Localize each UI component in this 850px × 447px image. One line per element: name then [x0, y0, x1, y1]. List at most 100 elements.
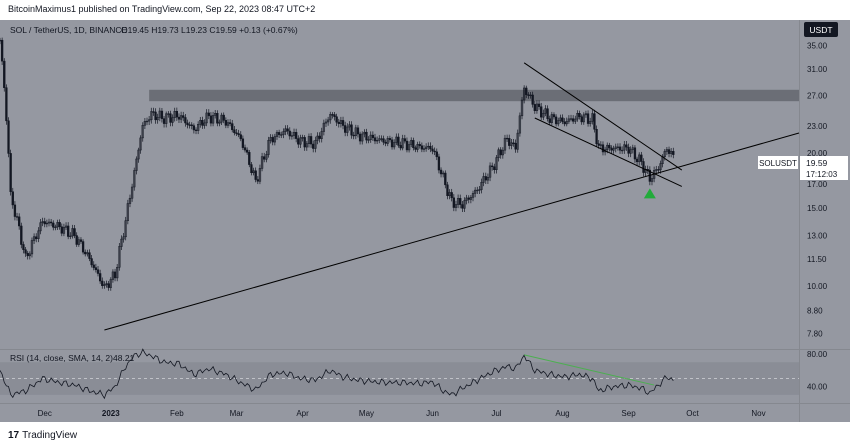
candle	[160, 108, 164, 123]
candle	[37, 227, 40, 243]
candle	[260, 152, 264, 172]
candle	[252, 167, 255, 176]
candle	[363, 129, 366, 138]
axes: 35.00 31.00 27.00 23.00 20.00 17.00 15.00 13.00…	[38, 42, 828, 418]
candle-body	[101, 280, 104, 286]
candle	[241, 135, 245, 150]
candle-body	[576, 113, 579, 120]
candle-body	[388, 138, 392, 141]
candle	[635, 156, 639, 166]
candle	[165, 111, 168, 128]
candle	[305, 141, 308, 151]
candle	[243, 144, 247, 153]
candle	[344, 121, 347, 137]
candle-body	[133, 170, 136, 188]
candle-body	[591, 113, 594, 122]
candle	[482, 172, 485, 187]
candle	[143, 118, 147, 130]
candle	[147, 116, 151, 125]
candle	[582, 112, 585, 125]
candle-body	[209, 115, 213, 124]
candle	[11, 187, 14, 209]
candle-body	[390, 139, 394, 148]
candle-body	[454, 204, 458, 208]
candle-body	[533, 104, 536, 111]
candle	[301, 134, 304, 142]
candle	[179, 111, 183, 124]
candle-body	[226, 122, 230, 126]
symbol-tag-box	[758, 156, 798, 169]
candle-body	[167, 113, 170, 115]
rsi-line	[0, 348, 674, 400]
candle-body	[252, 170, 255, 173]
candle	[414, 145, 417, 153]
publisher-line: BitcoinMaximus1 published on TradingView…	[8, 4, 316, 14]
candle-body	[537, 103, 541, 107]
symbol-legend[interactable]: SOL / TetherUS, 1D, BINANCE	[10, 25, 127, 35]
candle	[9, 149, 12, 196]
candle-body	[0, 39, 2, 42]
last-price-label: SOLUSDT 19.59 17:12:03	[758, 156, 848, 180]
candle	[465, 194, 468, 205]
currency-badge[interactable]: USDT	[804, 22, 838, 37]
candle-body	[67, 225, 70, 237]
candle-body	[295, 132, 298, 139]
candle	[522, 85, 526, 104]
candle	[309, 133, 313, 148]
candle-body	[60, 226, 63, 234]
candle	[280, 131, 283, 139]
candle	[386, 136, 389, 147]
candle-body	[49, 221, 53, 224]
candle-body	[484, 176, 487, 181]
time-tick-label: Jun	[426, 409, 439, 418]
candle-body	[465, 197, 468, 201]
candle	[137, 147, 140, 163]
candle-body	[527, 94, 530, 96]
candle	[467, 195, 470, 204]
candle-body	[152, 111, 155, 113]
candle	[24, 247, 27, 257]
candle-body	[329, 114, 332, 121]
candle	[382, 135, 385, 146]
candle	[314, 136, 317, 153]
candle	[599, 141, 602, 149]
candle	[7, 117, 10, 158]
candle-body	[147, 119, 151, 122]
candle-body	[45, 222, 49, 225]
candle-body	[260, 156, 264, 169]
candle-body	[207, 112, 210, 117]
candle-body	[22, 244, 25, 250]
price-tick-label: 15.00	[807, 204, 828, 213]
price-tick-label: 13.00	[807, 232, 828, 241]
candle	[510, 139, 513, 150]
candle	[518, 112, 522, 137]
candle	[497, 147, 500, 162]
candle-body	[43, 221, 46, 225]
candle	[292, 128, 296, 140]
time-tick-label: Aug	[555, 409, 569, 418]
candle	[608, 142, 611, 152]
candle	[542, 109, 545, 121]
candle-body	[629, 149, 632, 154]
candle	[499, 147, 502, 159]
candle	[67, 222, 70, 240]
candle-body	[599, 144, 602, 146]
candle-body	[482, 176, 485, 183]
candle-body	[71, 228, 74, 237]
candle	[113, 268, 117, 282]
candle-body	[380, 138, 383, 140]
candle	[633, 145, 637, 163]
candle	[28, 251, 31, 260]
candle	[473, 187, 477, 198]
time-tick-label: 2023	[102, 409, 120, 418]
price-chart[interactable]: 35.00 31.00 27.00 23.00 20.00 17.00 15.00 13.00…	[0, 20, 850, 422]
candle-body	[401, 138, 404, 149]
candle	[476, 186, 479, 194]
candle	[20, 222, 23, 249]
candle	[580, 114, 583, 125]
candle-body	[280, 134, 283, 136]
candle	[546, 105, 549, 122]
candle-body	[214, 113, 217, 116]
candle	[380, 135, 383, 142]
candle	[448, 189, 451, 200]
